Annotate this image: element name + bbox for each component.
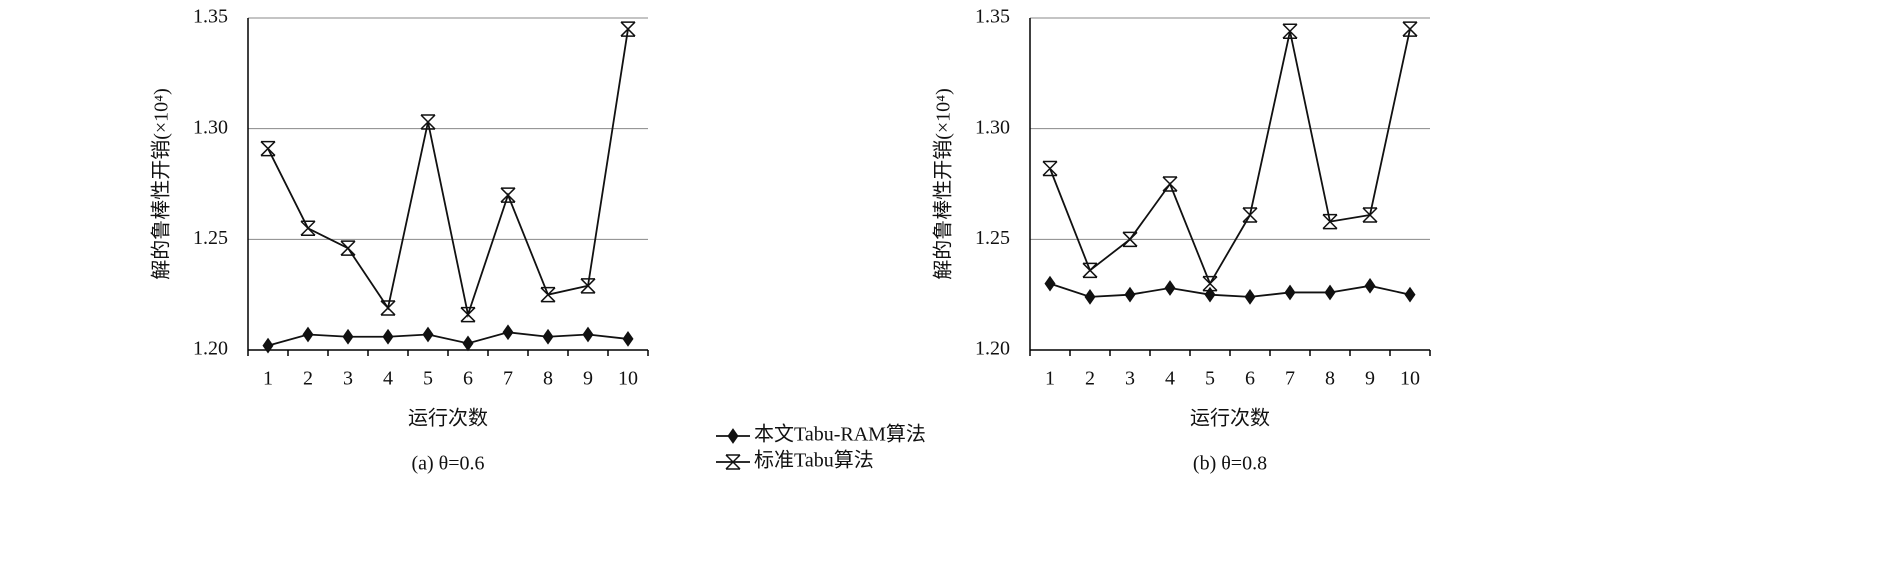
- legend-entry: 标准Tabu算法: [716, 449, 874, 472]
- marker: [500, 187, 516, 203]
- marker: [380, 300, 396, 316]
- marker: [1164, 280, 1176, 296]
- x-tick-label: 9: [1365, 368, 1375, 390]
- marker: [1124, 286, 1136, 303]
- x-tick-label: 9: [583, 368, 593, 390]
- marker: [542, 328, 554, 345]
- marker: [582, 326, 594, 343]
- x-tick-label: 7: [503, 368, 513, 390]
- caption: (a) θ=0.6: [411, 453, 484, 475]
- y-tick-label: 1.25: [975, 227, 1010, 249]
- marker: [502, 324, 514, 341]
- x-tick-label: 10: [618, 368, 638, 390]
- marker: [462, 335, 474, 352]
- legend-marker: [725, 454, 741, 470]
- legend-label: 标准Tabu算法: [754, 449, 874, 472]
- marker: [302, 326, 314, 343]
- marker: [420, 114, 436, 130]
- y-tick-label: 1.35: [975, 6, 1010, 28]
- marker: [260, 140, 276, 157]
- marker: [1362, 207, 1378, 223]
- x-tick-label: 1: [1045, 368, 1055, 390]
- x-tick-label: 4: [383, 368, 393, 390]
- marker: [1082, 262, 1098, 279]
- marker: [1244, 289, 1256, 305]
- marker: [262, 337, 274, 354]
- y-tick-label: 1.25: [193, 227, 228, 249]
- y-axis-label: 解的鲁棒性开销(×10⁴): [932, 88, 955, 280]
- x-tick-label: 10: [1400, 368, 1420, 390]
- series-line: [1049, 28, 1411, 286]
- y-tick-label: 1.30: [193, 116, 228, 138]
- x-tick-label: 4: [1165, 368, 1175, 390]
- y-tick-label: 1.20: [975, 338, 1010, 360]
- marker: [460, 306, 476, 323]
- x-tick-label: 6: [463, 368, 473, 390]
- legend-entry: 本文Tabu-RAM算法: [716, 423, 926, 446]
- y-axis-label: 解的鲁棒性开销(×10⁴): [150, 88, 173, 280]
- marker: [1044, 275, 1056, 292]
- x-axis-label: 运行次数: [1190, 407, 1270, 430]
- marker: [580, 278, 596, 294]
- y-tick-label: 1.35: [193, 6, 228, 28]
- marker: [1242, 207, 1258, 223]
- legend-marker: [727, 428, 739, 444]
- marker: [1364, 277, 1376, 294]
- x-tick-label: 2: [1085, 368, 1095, 390]
- marker: [1162, 176, 1178, 192]
- marker: [1084, 289, 1096, 305]
- x-tick-label: 3: [343, 368, 353, 390]
- marker: [1282, 23, 1298, 40]
- y-tick-label: 1.30: [975, 116, 1010, 138]
- series-line: [1049, 282, 1411, 298]
- marker: [1404, 286, 1416, 303]
- marker: [340, 240, 356, 256]
- series-line: [267, 28, 629, 319]
- marker: [1324, 284, 1336, 301]
- x-tick-label: 5: [423, 368, 433, 390]
- marker: [382, 328, 394, 345]
- legend-label: 本文Tabu-RAM算法: [754, 423, 926, 446]
- x-tick-label: 2: [303, 368, 313, 390]
- x-tick-label: 1: [263, 368, 273, 390]
- marker: [540, 286, 556, 303]
- marker: [342, 328, 354, 345]
- x-axis-label: 运行次数: [408, 407, 488, 430]
- marker: [1204, 286, 1216, 303]
- marker: [1202, 275, 1218, 292]
- x-tick-label: 8: [1325, 368, 1335, 390]
- series-line: [267, 331, 629, 347]
- caption: (b) θ=0.8: [1193, 453, 1267, 475]
- marker: [1284, 284, 1296, 301]
- x-tick-label: 7: [1285, 368, 1295, 390]
- x-tick-label: 5: [1205, 368, 1215, 390]
- y-tick-label: 1.20: [193, 338, 228, 360]
- marker: [620, 21, 636, 37]
- x-tick-label: 6: [1245, 368, 1255, 390]
- marker: [1322, 213, 1338, 230]
- marker: [1042, 160, 1058, 177]
- marker: [1402, 21, 1418, 37]
- x-tick-label: 3: [1125, 368, 1135, 390]
- marker: [1122, 231, 1138, 248]
- marker: [422, 326, 434, 343]
- x-tick-label: 8: [543, 368, 553, 390]
- marker: [300, 220, 316, 237]
- marker: [622, 331, 634, 347]
